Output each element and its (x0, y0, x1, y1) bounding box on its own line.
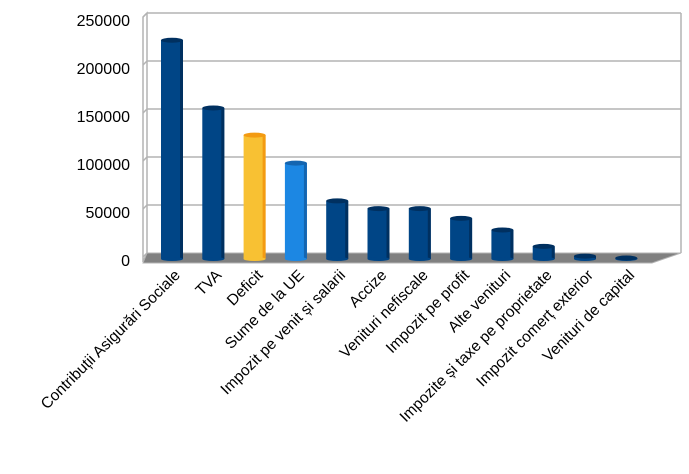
bar-body (491, 229, 514, 259)
bar-cap (574, 253, 596, 259)
y-tick-label: 250000 (77, 13, 130, 30)
bar (161, 37, 183, 261)
bar-cap (615, 255, 638, 261)
bar (284, 160, 307, 261)
bar-body (284, 163, 307, 259)
y-tick-mark (142, 60, 148, 66)
bar-cap (202, 105, 225, 111)
x-tick-label: Impozite și taxe pe proprietate (397, 267, 556, 426)
bar-shade (551, 246, 555, 259)
bar-body (202, 107, 225, 259)
bar-shade (427, 208, 431, 259)
bar-body (326, 200, 349, 259)
bar-shade (303, 163, 307, 259)
bar-base (408, 257, 431, 261)
bar-base (243, 257, 266, 261)
bar (243, 132, 266, 261)
y-tick-mark (142, 156, 148, 162)
bar-shade (593, 256, 596, 259)
bar-cap (491, 227, 514, 233)
bar-body (161, 40, 183, 260)
bar-cap (243, 132, 266, 138)
bar-body (532, 246, 555, 259)
bar-base (326, 257, 349, 261)
bar (491, 227, 514, 261)
bar (574, 253, 596, 261)
y-tick-label: 150000 (77, 109, 130, 126)
bar-base (161, 257, 183, 261)
x-tick-label: TVA (193, 266, 226, 299)
bar-cap (161, 37, 183, 43)
bar-shade (469, 218, 473, 259)
y-tick-mark (142, 252, 148, 258)
bar-body (367, 208, 390, 259)
bar-body (243, 135, 266, 259)
y-tick-mark (142, 204, 148, 210)
bar-shade (345, 200, 349, 259)
y-tick-label: 200000 (77, 61, 130, 78)
bar-shade (221, 107, 225, 259)
bar-base (367, 257, 390, 261)
bar (202, 105, 225, 261)
bar-shade (262, 135, 266, 259)
bar-cap (450, 215, 473, 221)
bar-base (491, 257, 514, 261)
bar-base (284, 257, 307, 261)
bar-base (202, 257, 225, 261)
bar (450, 215, 473, 261)
bars (161, 37, 638, 261)
x-tick-label: Contribuții Asigurări Sociale (38, 267, 184, 413)
bar (408, 206, 431, 261)
y-tick-label: 50000 (86, 205, 131, 222)
bar (367, 206, 390, 261)
bar-cap (326, 198, 349, 204)
y-tick-label: 100000 (77, 157, 130, 174)
bar-body (408, 208, 431, 259)
bar-shade (386, 208, 390, 259)
bar-body (450, 218, 473, 259)
bar-cap (367, 206, 390, 212)
left-wall (142, 11, 148, 263)
bar-shade (180, 40, 183, 260)
y-tick-mark (142, 12, 148, 18)
y-tick-label: 0 (121, 253, 130, 270)
bar-base (532, 257, 555, 261)
bar-shade (510, 229, 514, 259)
y-tick-mark (142, 108, 148, 114)
bar (615, 255, 638, 261)
bar-cap (532, 243, 555, 249)
bar-cap (408, 206, 431, 212)
bar-base (450, 257, 473, 261)
bar (326, 198, 349, 261)
bar-cap (284, 160, 307, 166)
bar (532, 243, 555, 261)
y-axis: 0 50000 100000 150000 200000 250000 (77, 12, 148, 270)
x-axis: Contribuții Asigurări Sociale TVADeficitS… (38, 266, 638, 425)
